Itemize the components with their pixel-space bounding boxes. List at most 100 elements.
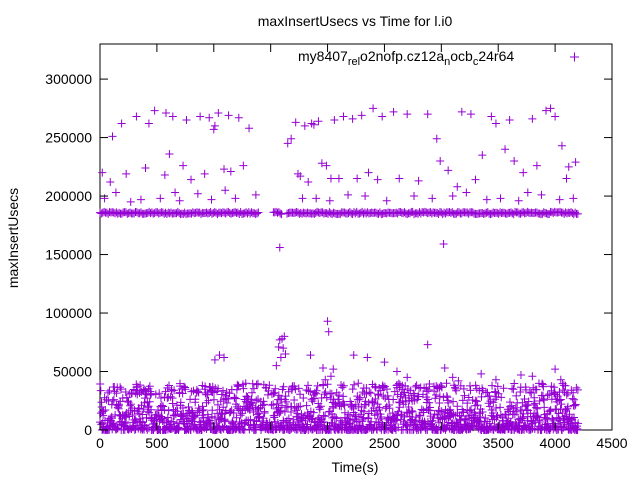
- data-point: [526, 425, 535, 434]
- data-point: [279, 344, 288, 353]
- data-point: [298, 194, 307, 203]
- data-point: [322, 393, 331, 402]
- data-point: [302, 386, 311, 395]
- data-point: [193, 189, 202, 198]
- data-point: [396, 392, 405, 401]
- data-point: [198, 381, 207, 390]
- data-point: [497, 393, 506, 402]
- data-point: [568, 394, 577, 403]
- data-point: [322, 161, 331, 170]
- data-point: [247, 388, 256, 397]
- data-point: [281, 349, 290, 358]
- data-point: [383, 391, 392, 400]
- data-point: [324, 327, 333, 336]
- data-point: [210, 121, 219, 130]
- data-point: [326, 174, 335, 183]
- x-tick-label: 3000: [426, 435, 457, 451]
- data-point: [437, 382, 446, 391]
- data-point: [321, 388, 330, 397]
- data-point: [392, 367, 401, 376]
- data-point: [569, 194, 578, 203]
- data-point: [537, 190, 546, 199]
- data-point: [552, 405, 561, 414]
- data-point: [132, 383, 141, 392]
- data-point: [378, 112, 387, 121]
- legend: my8407relo2nofp.cz12anocbc24r64: [298, 48, 579, 68]
- data-point: [375, 403, 384, 412]
- data-point: [159, 402, 168, 411]
- data-point: [251, 190, 260, 199]
- data-point: [111, 188, 120, 197]
- data-point: [225, 408, 234, 417]
- data-point: [106, 178, 115, 187]
- data-point: [214, 384, 223, 393]
- data-point: [570, 401, 579, 410]
- x-tick-label: 4500: [596, 435, 627, 451]
- data-point: [529, 383, 538, 392]
- data-point: [146, 405, 155, 414]
- data-point: [121, 387, 130, 396]
- data-point: [382, 385, 391, 394]
- data-point: [574, 419, 583, 428]
- data-point: [287, 134, 296, 143]
- data-point: [449, 397, 458, 406]
- data-point: [471, 381, 480, 390]
- data-point: [573, 385, 582, 394]
- data-point: [492, 413, 501, 422]
- data-point: [453, 402, 462, 411]
- data-point: [459, 384, 468, 393]
- data-point: [491, 119, 500, 128]
- data-point: [258, 401, 267, 410]
- data-point: [539, 395, 548, 404]
- data-point: [304, 178, 313, 187]
- data-point: [532, 385, 541, 394]
- data-point: [543, 391, 552, 400]
- data-point: [147, 389, 156, 398]
- data-point: [296, 390, 305, 399]
- data-point: [463, 399, 472, 408]
- data-point: [508, 384, 517, 393]
- data-point: [239, 161, 248, 170]
- data-point: [279, 382, 288, 391]
- data-point: [294, 384, 303, 393]
- data-point: [141, 163, 150, 172]
- data-point: [194, 387, 203, 396]
- data-point: [236, 411, 245, 420]
- data-point: [516, 371, 525, 380]
- data-point: [139, 405, 148, 414]
- data-point: [551, 112, 560, 121]
- data-point: [309, 390, 318, 399]
- data-point: [505, 116, 514, 125]
- data-point: [165, 149, 174, 158]
- data-point: [512, 407, 521, 416]
- data-point: [540, 403, 549, 412]
- data-point: [423, 387, 432, 396]
- data-point: [226, 167, 235, 176]
- data-point: [354, 379, 363, 388]
- data-point: [209, 125, 218, 134]
- data-point: [155, 389, 164, 398]
- data-point: [234, 382, 243, 391]
- data-point: [205, 113, 214, 122]
- data-point: [275, 335, 284, 344]
- data-point: [113, 424, 122, 433]
- data-point: [306, 387, 315, 396]
- data-point: [530, 393, 539, 402]
- data-point: [424, 385, 433, 394]
- data-point: [272, 399, 281, 408]
- data-point: [277, 395, 286, 404]
- data-point: [323, 380, 332, 389]
- data-point: [573, 424, 582, 433]
- data-point: [111, 425, 120, 434]
- data-point: [168, 394, 177, 403]
- data-point: [373, 400, 382, 409]
- data-point: [171, 188, 180, 197]
- data-point: [478, 407, 487, 416]
- data-point: [556, 404, 565, 413]
- data-point: [245, 124, 254, 133]
- data-point: [573, 209, 582, 218]
- data-point: [519, 409, 528, 418]
- data-point: [317, 418, 326, 427]
- data-point: [165, 381, 174, 390]
- data-point: [382, 196, 391, 205]
